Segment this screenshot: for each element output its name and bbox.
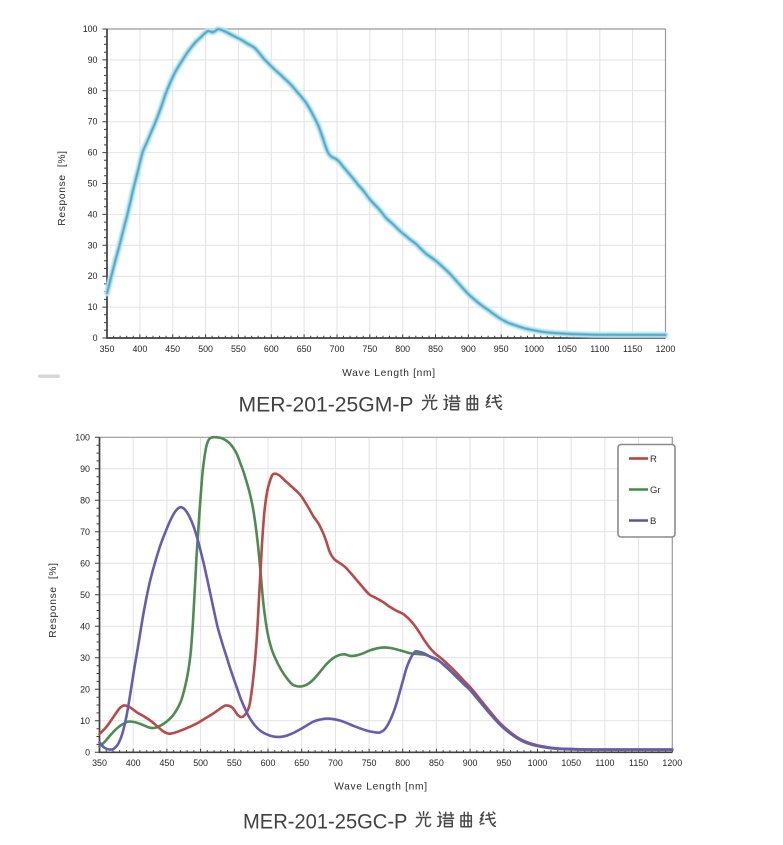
svg-text:900: 900: [463, 758, 478, 768]
svg-text:MER-201-25GC-P: MER-201-25GC-P: [243, 811, 408, 834]
svg-text:60: 60: [88, 148, 98, 158]
svg-text:0: 0: [85, 747, 90, 757]
svg-text:350: 350: [100, 344, 115, 354]
svg-text:Gr: Gr: [650, 485, 661, 496]
svg-text:20: 20: [80, 684, 90, 694]
svg-text:20: 20: [88, 271, 98, 281]
svg-text:350: 350: [92, 758, 107, 768]
svg-text:600: 600: [261, 758, 276, 768]
svg-text:450: 450: [165, 344, 180, 354]
svg-text:Response [%]: Response [%]: [57, 150, 68, 225]
svg-text:950: 950: [496, 758, 511, 768]
svg-text:550: 550: [231, 344, 246, 354]
svg-text:50: 50: [88, 179, 98, 189]
svg-text:70: 70: [88, 117, 98, 127]
svg-text:Wave Length [nm]: Wave Length [nm]: [342, 368, 436, 379]
svg-text:600: 600: [264, 344, 279, 354]
svg-text:1050: 1050: [557, 344, 577, 354]
svg-text:850: 850: [429, 758, 444, 768]
svg-text:500: 500: [193, 758, 208, 768]
svg-text:30: 30: [88, 240, 98, 250]
svg-text:700: 700: [328, 758, 343, 768]
svg-text:B: B: [650, 516, 656, 527]
svg-text:30: 30: [80, 653, 90, 663]
svg-text:R: R: [650, 454, 657, 465]
svg-text:40: 40: [88, 209, 98, 219]
svg-text:80: 80: [88, 86, 98, 96]
svg-text:400: 400: [132, 344, 147, 354]
svg-text:100: 100: [83, 24, 98, 34]
svg-text:750: 750: [362, 758, 377, 768]
svg-text:1050: 1050: [561, 758, 581, 768]
svg-text:900: 900: [461, 344, 476, 354]
svg-text:1150: 1150: [629, 758, 648, 768]
svg-text:950: 950: [494, 344, 509, 354]
svg-text:0: 0: [93, 333, 98, 343]
svg-text:1100: 1100: [595, 758, 614, 768]
svg-text:Response [%]: Response [%]: [48, 562, 59, 637]
svg-text:400: 400: [126, 758, 141, 768]
svg-text:1100: 1100: [590, 344, 609, 354]
svg-text:1000: 1000: [528, 758, 548, 768]
svg-text:100: 100: [75, 432, 90, 442]
svg-text:40: 40: [80, 621, 90, 631]
svg-text:650: 650: [294, 758, 309, 768]
svg-text:50: 50: [80, 590, 90, 600]
svg-text:850: 850: [428, 344, 443, 354]
svg-text:MER-201-25GM-P: MER-201-25GM-P: [239, 394, 414, 417]
svg-text:90: 90: [80, 464, 90, 474]
svg-text:10: 10: [80, 716, 90, 726]
svg-text:90: 90: [88, 55, 98, 65]
svg-text:1200: 1200: [656, 344, 676, 354]
svg-text:70: 70: [80, 527, 90, 537]
svg-text:1150: 1150: [623, 344, 642, 354]
svg-text:550: 550: [227, 758, 242, 768]
svg-text:60: 60: [80, 558, 90, 568]
svg-text:700: 700: [330, 344, 345, 354]
svg-text:500: 500: [198, 344, 213, 354]
svg-text:800: 800: [395, 758, 410, 768]
svg-text:750: 750: [362, 344, 377, 354]
svg-text:1200: 1200: [662, 758, 682, 768]
svg-text:450: 450: [159, 758, 174, 768]
svg-text:80: 80: [80, 495, 90, 505]
svg-text:1000: 1000: [524, 344, 544, 354]
svg-text:Wave Length [nm]: Wave Length [nm]: [334, 782, 428, 793]
svg-text:10: 10: [88, 302, 98, 312]
svg-text:650: 650: [297, 344, 312, 354]
svg-text:800: 800: [395, 344, 410, 354]
